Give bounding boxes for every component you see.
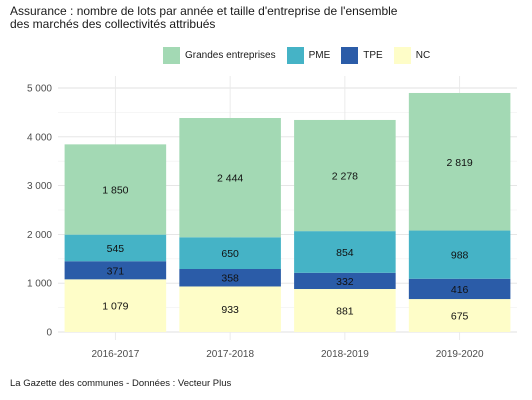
legend-label: NC xyxy=(415,50,431,61)
legend-label: TPE xyxy=(363,50,383,61)
legend-label: PME xyxy=(308,50,331,61)
data-label: 854 xyxy=(336,247,354,259)
legend-label: Grandes entreprises xyxy=(185,50,276,61)
x-tick-label: 2019-2020 xyxy=(436,349,484,360)
x-tick-label: 2016-2017 xyxy=(91,349,139,360)
chart-legend: Grandes entreprises PME TPE NC xyxy=(163,47,441,64)
bar-segment-tpe xyxy=(294,272,396,290)
bar-segment-grandes-entreprises xyxy=(408,92,511,231)
bar-segment-grandes-entreprises xyxy=(64,144,167,235)
source-note: La Gazette des communes - Données : Vect… xyxy=(10,378,232,389)
data-label: 675 xyxy=(451,311,469,323)
legend-item: Grandes entreprises xyxy=(163,47,276,64)
y-tick-label: 5 000 xyxy=(27,84,52,95)
bar-segment-tpe xyxy=(179,268,281,287)
data-label: 1 850 xyxy=(102,185,128,197)
bar-segment-pme xyxy=(294,231,396,273)
bar-segment-grandes-entreprises xyxy=(179,118,281,238)
bar-segment-nc xyxy=(294,289,396,332)
y-tick-label: 3 000 xyxy=(27,181,52,192)
data-label: 1 079 xyxy=(102,301,128,313)
bar-segment-nc xyxy=(408,299,511,332)
y-tick-label: 4 000 xyxy=(27,132,52,143)
bar-segment-pme xyxy=(179,237,281,269)
legend-swatch xyxy=(286,47,304,64)
data-label: 545 xyxy=(107,243,125,255)
legend-item: TPE xyxy=(341,47,383,64)
y-tick-label: 1 000 xyxy=(27,279,52,290)
data-label: 650 xyxy=(221,248,239,260)
x-tick-label: 2018-2019 xyxy=(321,349,369,360)
data-label: 988 xyxy=(451,250,469,262)
chart-title-line-2: des marchés des collectivités attribués xyxy=(10,17,216,31)
data-label: 2 444 xyxy=(217,173,243,185)
data-label: 416 xyxy=(451,284,469,296)
data-label: 332 xyxy=(336,276,354,288)
bar-segment-pme xyxy=(64,234,167,262)
x-tick-label: 2017-2018 xyxy=(206,349,254,360)
data-label: 371 xyxy=(107,265,125,277)
data-label: 2 278 xyxy=(332,171,358,183)
bar-segment-nc xyxy=(179,286,281,332)
bar-segment-nc xyxy=(64,279,167,332)
chart-title-line-1: Assurance : nombre de lots par année et … xyxy=(10,4,398,18)
data-label: 2 819 xyxy=(446,157,472,169)
y-tick-label: 0 xyxy=(46,328,52,339)
chart-title: Assurance : nombre de lots par année et … xyxy=(10,5,397,31)
legend-item: PME xyxy=(286,47,331,64)
bar-segment-grandes-entreprises xyxy=(294,119,396,232)
data-label: 933 xyxy=(221,304,239,316)
y-tick-label: 2 000 xyxy=(27,230,52,241)
bar-segment-tpe xyxy=(64,261,167,280)
bar-segment-pme xyxy=(408,230,511,279)
legend-item: NC xyxy=(393,47,431,64)
legend-swatch xyxy=(341,47,359,64)
legend-swatch xyxy=(393,47,411,64)
legend-swatch xyxy=(163,47,180,64)
data-label: 358 xyxy=(221,273,239,285)
data-label: 881 xyxy=(336,306,354,318)
bar-segment-tpe xyxy=(408,278,511,300)
